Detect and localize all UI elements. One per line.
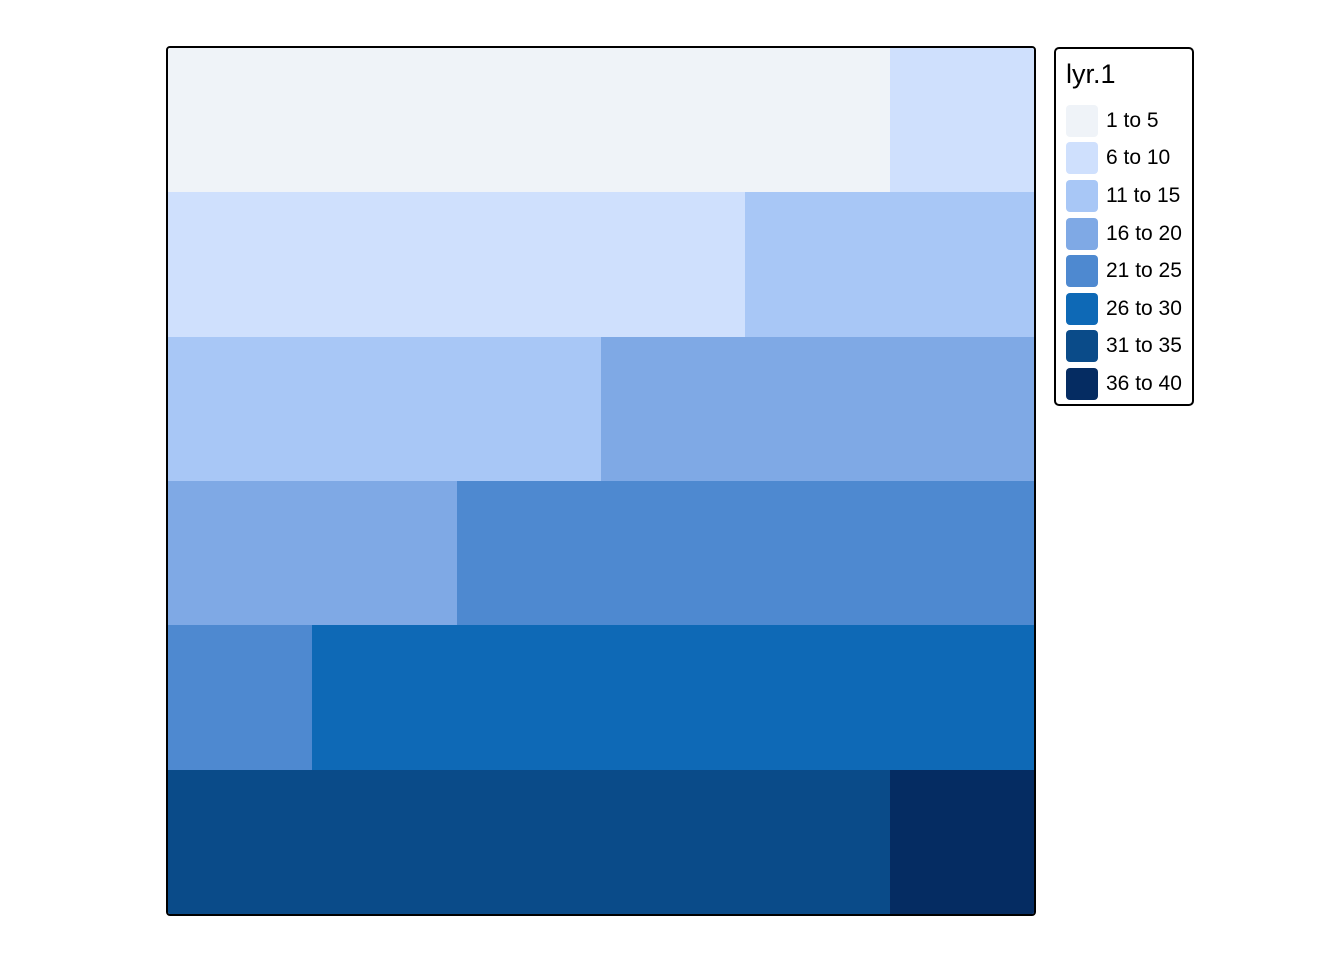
legend-label: 16 to 20 — [1106, 221, 1182, 245]
legend-label: 31 to 35 — [1106, 334, 1182, 358]
legend-title: lyr.1 — [1066, 59, 1116, 89]
legend-item: 16 to 20 — [1066, 215, 1182, 253]
legend-label: 36 to 40 — [1106, 371, 1182, 395]
legend-swatch — [1066, 142, 1098, 175]
raster-cell — [168, 480, 313, 626]
raster-cell — [745, 336, 890, 481]
legend-label: 21 to 25 — [1106, 259, 1182, 283]
raster-cell — [312, 625, 457, 770]
raster-cell — [168, 192, 313, 337]
raster-cell — [600, 336, 746, 481]
raster-cell — [600, 480, 746, 626]
legend-swatch — [1066, 179, 1098, 212]
raster-cell — [600, 769, 746, 914]
legend-swatch — [1066, 330, 1098, 363]
legend-item: 36 to 40 — [1066, 365, 1182, 403]
legend-item: 1 to 5 — [1066, 102, 1182, 140]
legend-items: 1 to 5 6 to 10 11 to 15 16 to 20 21 to 2… — [1066, 102, 1182, 403]
raster-cell — [312, 769, 457, 914]
legend-swatch — [1066, 367, 1098, 400]
legend-item: 21 to 25 — [1066, 252, 1182, 290]
raster-cell — [456, 192, 601, 337]
map-frame — [166, 46, 1036, 916]
raster-cell — [456, 48, 601, 193]
raster-cell — [168, 625, 313, 770]
legend-label: 6 to 10 — [1106, 146, 1171, 170]
legend-item: 6 to 10 — [1066, 140, 1182, 178]
raster-cell — [745, 192, 890, 337]
raster-cell — [745, 480, 890, 626]
legend-label: 26 to 30 — [1106, 296, 1182, 320]
raster-cell — [889, 48, 1034, 193]
legend-item: 11 to 15 — [1066, 177, 1182, 215]
raster-cell — [745, 769, 890, 914]
raster-cell — [889, 480, 1034, 626]
raster-cell — [889, 336, 1034, 481]
raster-cell — [312, 192, 457, 337]
legend-swatch — [1066, 292, 1098, 325]
legend-item: 26 to 30 — [1066, 290, 1182, 328]
raster-cell — [456, 480, 601, 626]
raster-cell — [312, 480, 457, 626]
raster-cell — [600, 625, 746, 770]
legend-label: 1 to 5 — [1106, 108, 1159, 132]
raster-cell — [168, 336, 313, 481]
raster-cell — [745, 48, 890, 193]
raster-cell — [889, 625, 1034, 770]
raster-cell — [168, 769, 313, 914]
raster-cell — [456, 336, 601, 481]
raster-cell — [456, 625, 601, 770]
legend-swatch — [1066, 217, 1098, 250]
raster-cell — [312, 336, 457, 481]
raster-cell — [745, 625, 890, 770]
legend-swatch — [1066, 255, 1098, 288]
legend-swatch — [1066, 104, 1098, 137]
raster-cell — [600, 48, 746, 193]
legend-label: 11 to 15 — [1106, 183, 1181, 207]
legend: lyr.1 1 to 5 6 to 10 11 to 15 16 to 20 2… — [1054, 47, 1194, 406]
raster-cell — [456, 769, 601, 914]
raster-cell — [168, 48, 313, 193]
raster-cell — [889, 769, 1034, 914]
raster-cell — [312, 48, 457, 193]
legend-item: 31 to 35 — [1066, 328, 1182, 366]
raster-cell — [600, 192, 746, 337]
raster-cell — [889, 192, 1034, 337]
raster-grid — [168, 48, 1034, 914]
